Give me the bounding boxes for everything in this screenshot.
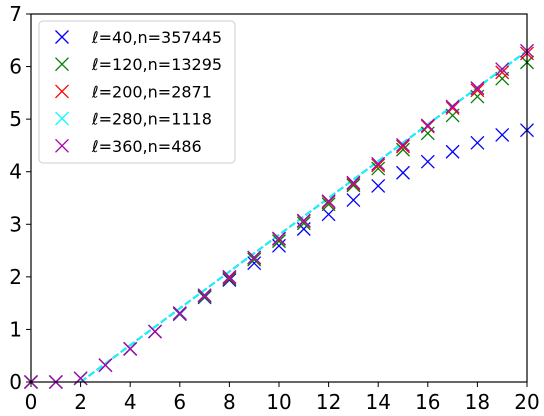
- data-point: [222, 270, 237, 285]
- legend-marker: [55, 30, 69, 44]
- data-point: [272, 234, 286, 249]
- x-tick-label: 10: [266, 390, 291, 414]
- data-point: [222, 273, 237, 287]
- legend-marker: [55, 57, 69, 72]
- data-point: [247, 252, 262, 267]
- data-point: [371, 161, 386, 176]
- data-point: [445, 99, 460, 114]
- x-tick-label: 8: [223, 390, 236, 414]
- data-point: [222, 272, 237, 286]
- legend-label: ℓ=280,n=1118: [91, 110, 212, 129]
- data-point: [148, 324, 162, 339]
- y-tick-label: 1: [9, 317, 22, 341]
- data-point: [396, 165, 410, 180]
- data-point: [346, 193, 361, 208]
- data-point: [396, 137, 410, 152]
- legend-marker: [55, 84, 69, 99]
- data-point: [123, 341, 138, 356]
- data-point: [420, 126, 435, 141]
- data-point: [470, 81, 485, 96]
- x-tick-label: 18: [465, 390, 490, 414]
- data-point: [371, 156, 386, 171]
- data-point: [346, 178, 361, 193]
- y-tick-label: 7: [9, 2, 22, 26]
- data-point: [420, 154, 435, 169]
- data-point: [495, 127, 510, 142]
- y-tick-label: 3: [9, 212, 22, 236]
- data-point: [296, 213, 311, 228]
- legend-label: ℓ=360,n=486: [91, 137, 202, 156]
- data-point: [172, 306, 187, 321]
- data-point: [197, 288, 212, 303]
- x-tick-label: 6: [173, 390, 186, 414]
- data-point: [272, 231, 286, 246]
- legend-marker: [55, 111, 69, 126]
- legend-label: ℓ=200,n=2871: [91, 82, 212, 101]
- data-point: [197, 289, 212, 304]
- x-tick-label: 4: [124, 390, 137, 414]
- data-point: [73, 371, 88, 386]
- y-tick-label: 0: [9, 370, 22, 394]
- x-tick-label: 20: [514, 390, 539, 414]
- data-point: [321, 194, 336, 209]
- data-point: [247, 256, 262, 271]
- data-point: [396, 139, 410, 154]
- legend-label: ℓ=120,n=13295: [91, 55, 222, 74]
- data-point: [247, 250, 262, 265]
- x-tick-label: 0: [25, 390, 38, 414]
- x-tick-label: 16: [415, 390, 440, 414]
- data-point: [272, 238, 286, 253]
- data-point: [470, 135, 485, 150]
- data-point: [470, 83, 485, 98]
- data-point: [371, 178, 386, 193]
- y-tick-label: 6: [9, 55, 22, 79]
- legend-marker: [55, 138, 69, 153]
- data-point: [396, 142, 410, 157]
- y-tick-label: 2: [9, 265, 22, 289]
- data-point: [495, 62, 510, 77]
- data-point: [495, 65, 510, 80]
- legend: ℓ=40,n=357445 ℓ=120,n=13295 ℓ=200,n=2871 ℓ=…: [38, 20, 236, 164]
- legend-box: [38, 20, 236, 164]
- data-point: [420, 119, 435, 134]
- data-point: [346, 175, 361, 190]
- data-point: [346, 176, 361, 191]
- data-point: [222, 269, 237, 284]
- data-point: [296, 216, 311, 231]
- y-tick-label: 5: [9, 107, 22, 131]
- data-point: [321, 207, 336, 222]
- y-tick-label: 4: [9, 160, 22, 184]
- x-tick-label: 12: [316, 390, 341, 414]
- data-point: [321, 197, 336, 212]
- legend-label: ℓ=40,n=357445: [91, 28, 222, 47]
- data-point: [445, 144, 460, 159]
- data-point: [445, 101, 460, 116]
- data-point: [420, 118, 435, 133]
- x-tick-label: 2: [74, 390, 87, 414]
- x-tick-label: 14: [365, 390, 390, 414]
- data-point: [371, 158, 386, 173]
- data-point: [321, 195, 336, 210]
- data-point: [98, 358, 113, 373]
